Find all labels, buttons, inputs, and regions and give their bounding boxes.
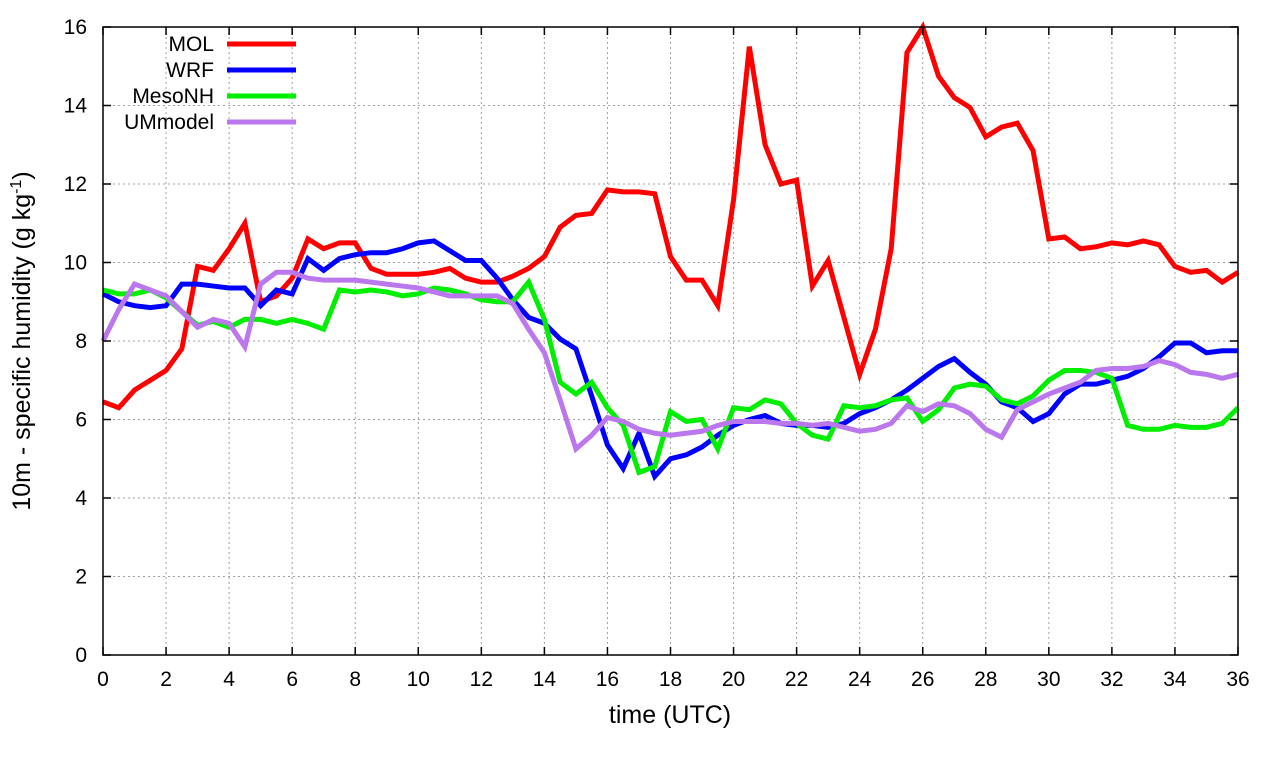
x-tick-label: 2 — [160, 668, 172, 691]
x-tick-label: 0 — [97, 668, 109, 691]
y-axis-title-superscript: -1 — [8, 180, 25, 194]
x-tick-label: 10 — [407, 668, 430, 691]
legend-label-wrf: WRF — [166, 59, 214, 82]
legend-label-ummodel: UMmodel — [124, 111, 214, 134]
y-axis-title: 10m - specific humidity (g kg-1) — [8, 171, 36, 510]
x-tick-label: 32 — [1100, 668, 1123, 691]
legend-label-mol: MOL — [168, 33, 214, 56]
y-axis-title-close: ) — [8, 171, 36, 179]
y-tick-label: 6 — [75, 409, 87, 432]
y-tick-label: 10 — [64, 252, 87, 275]
y-tick-label: 4 — [75, 487, 87, 510]
y-tick-label: 0 — [75, 644, 87, 667]
x-tick-label: 26 — [911, 668, 934, 691]
y-tick-label: 8 — [75, 330, 87, 353]
x-tick-label: 14 — [533, 668, 557, 691]
x-tick-label: 30 — [1037, 668, 1060, 691]
series-line-mol — [102, 21, 1240, 411]
x-tick-label: 28 — [974, 668, 997, 691]
x-tick-label: 12 — [470, 668, 493, 691]
x-tick-label: 22 — [785, 668, 808, 691]
x-tick-label: 24 — [848, 668, 872, 691]
x-tick-label: 36 — [1226, 668, 1249, 691]
series-layer — [100, 21, 1240, 482]
x-axis-title: time (UTC) — [609, 701, 731, 729]
x-tick-label: 8 — [349, 668, 361, 691]
x-tick-label: 34 — [1163, 668, 1187, 691]
y-axis-title-main: 10m - specific humidity (g kg — [8, 194, 36, 511]
x-tick-label: 16 — [596, 668, 619, 691]
x-tick-label: 18 — [659, 668, 682, 691]
series-line-wrf — [101, 238, 1238, 482]
y-tick-label: 14 — [64, 95, 88, 118]
x-tick-label: 20 — [722, 668, 745, 691]
grid-layer — [103, 27, 1238, 655]
legend-label-mesonh: MesoNH — [132, 85, 214, 108]
series-line-mesonh — [102, 277, 1240, 476]
series-line-ummodel — [100, 269, 1239, 454]
y-tick-label: 16 — [64, 16, 87, 39]
ticks-layer: 0 2 4 6 8 10 12 14 16 18 20 22 24 26 28 30 32 34 360246810… — [64, 16, 1250, 691]
x-tick-label: 6 — [286, 668, 298, 691]
legend: MOL WRF MesoNH UMmodel — [124, 33, 296, 134]
x-tick-label: 4 — [223, 668, 235, 691]
y-tick-label: 2 — [75, 566, 87, 589]
y-tick-label: 12 — [64, 173, 87, 196]
